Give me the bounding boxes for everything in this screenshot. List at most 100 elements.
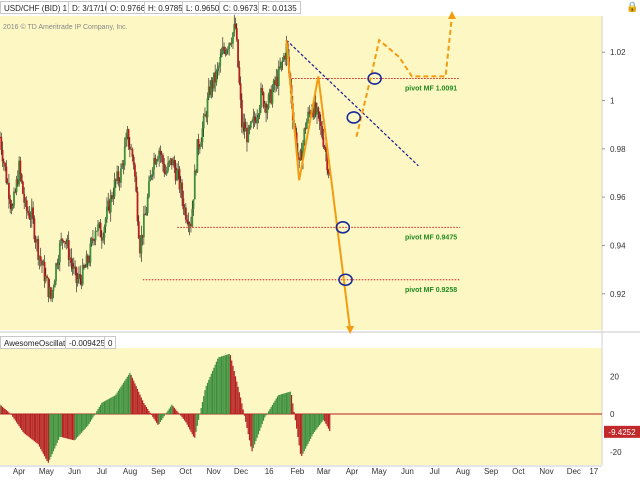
candle-body <box>192 199 195 209</box>
candle-body <box>218 65 220 68</box>
candle-body <box>20 174 23 182</box>
candle-body <box>116 171 119 182</box>
candle-body <box>10 203 13 209</box>
candle-body <box>174 167 177 181</box>
candle-body <box>99 222 102 238</box>
candle-body <box>193 170 196 200</box>
header-range: R: 0.0135 <box>258 1 301 14</box>
candle-body <box>130 149 133 150</box>
candle-body <box>196 139 199 173</box>
candle-body <box>154 157 157 165</box>
candle-body <box>177 168 180 171</box>
candle-body <box>160 154 163 156</box>
candle-body <box>178 168 181 190</box>
candle-body <box>162 155 164 165</box>
candle-body <box>114 179 117 182</box>
candle-body <box>83 264 85 268</box>
candle-body <box>251 120 253 122</box>
header-high: H: 0.9785 <box>144 1 187 14</box>
candle-body <box>131 149 134 157</box>
oscillator-value: -0.0094252 <box>65 336 114 349</box>
candle-body <box>198 146 201 150</box>
candle-body <box>27 210 29 214</box>
candle-body <box>190 223 192 227</box>
candle-body <box>270 89 273 104</box>
candle-body <box>134 164 136 177</box>
x-tick-label: Dec <box>567 467 581 476</box>
candle-body <box>195 170 197 173</box>
candle-body <box>275 76 278 85</box>
candle-body <box>163 164 166 173</box>
candle-body <box>18 160 20 185</box>
candle-body <box>61 238 64 241</box>
candle-body <box>97 224 99 231</box>
candle-body <box>89 243 92 263</box>
candle-body <box>201 128 204 143</box>
x-tick-label: Apr <box>13 467 26 476</box>
candle-body <box>46 276 49 278</box>
candle-body <box>237 39 239 68</box>
x-tick-label: Feb <box>290 467 304 476</box>
price-y-tick-label: 0.92 <box>610 290 626 299</box>
candle-body <box>100 237 103 241</box>
candle-body <box>308 111 311 113</box>
candle-body <box>140 234 143 254</box>
candle-body <box>187 221 190 227</box>
candle-body <box>212 72 215 89</box>
candle-body <box>37 238 40 260</box>
candle-body <box>326 152 329 171</box>
candle-body <box>109 195 112 213</box>
candle-body <box>60 238 63 244</box>
candle-body <box>260 87 262 108</box>
bullish-arrow-head <box>447 11 456 19</box>
lock-icon[interactable]: 🔒 <box>626 2 639 13</box>
x-tick-label: May <box>39 467 54 476</box>
candle-body <box>111 195 113 200</box>
candle-body <box>34 239 37 243</box>
candle-body <box>28 213 31 219</box>
candle-body <box>165 170 168 174</box>
candle-body <box>57 262 60 266</box>
candle-body <box>169 158 172 162</box>
candle-body <box>120 168 122 183</box>
candle-body <box>70 257 73 264</box>
candle-body <box>8 182 10 200</box>
candle-body <box>104 219 107 227</box>
candle-body <box>146 197 149 213</box>
x-tick-label: Jul <box>97 467 107 476</box>
candle-body <box>118 181 121 183</box>
candle-body <box>211 80 214 89</box>
candle-body <box>303 128 306 143</box>
candle-body <box>274 80 276 85</box>
candle-body <box>158 150 161 159</box>
candle-body <box>261 87 264 93</box>
candle-body <box>238 67 241 84</box>
candle-body <box>215 71 218 83</box>
candle-body <box>149 176 152 182</box>
candle-body <box>53 280 56 288</box>
candle-body <box>323 146 326 148</box>
candle-body <box>9 199 12 204</box>
candle-body <box>156 158 159 161</box>
x-tick-label: 17 <box>589 467 598 476</box>
candle-body <box>173 159 176 168</box>
candle-body <box>258 107 261 115</box>
candle-body <box>247 127 250 143</box>
candle-body <box>176 170 178 181</box>
x-tick-label: Oct <box>179 467 192 476</box>
candle-body <box>302 142 304 161</box>
candle-body <box>79 273 82 279</box>
candle-body <box>44 276 47 282</box>
candle-body <box>14 191 17 193</box>
candle-body <box>47 277 50 298</box>
candle-body <box>95 230 98 232</box>
x-tick-label: Dec <box>234 467 248 476</box>
candle-body <box>268 89 271 95</box>
candle-body <box>244 127 247 132</box>
x-tick-label: Nov <box>207 467 221 476</box>
candle-body <box>197 139 200 150</box>
candle-body <box>141 234 144 238</box>
candle-body <box>93 240 96 242</box>
candle-body <box>246 127 248 143</box>
